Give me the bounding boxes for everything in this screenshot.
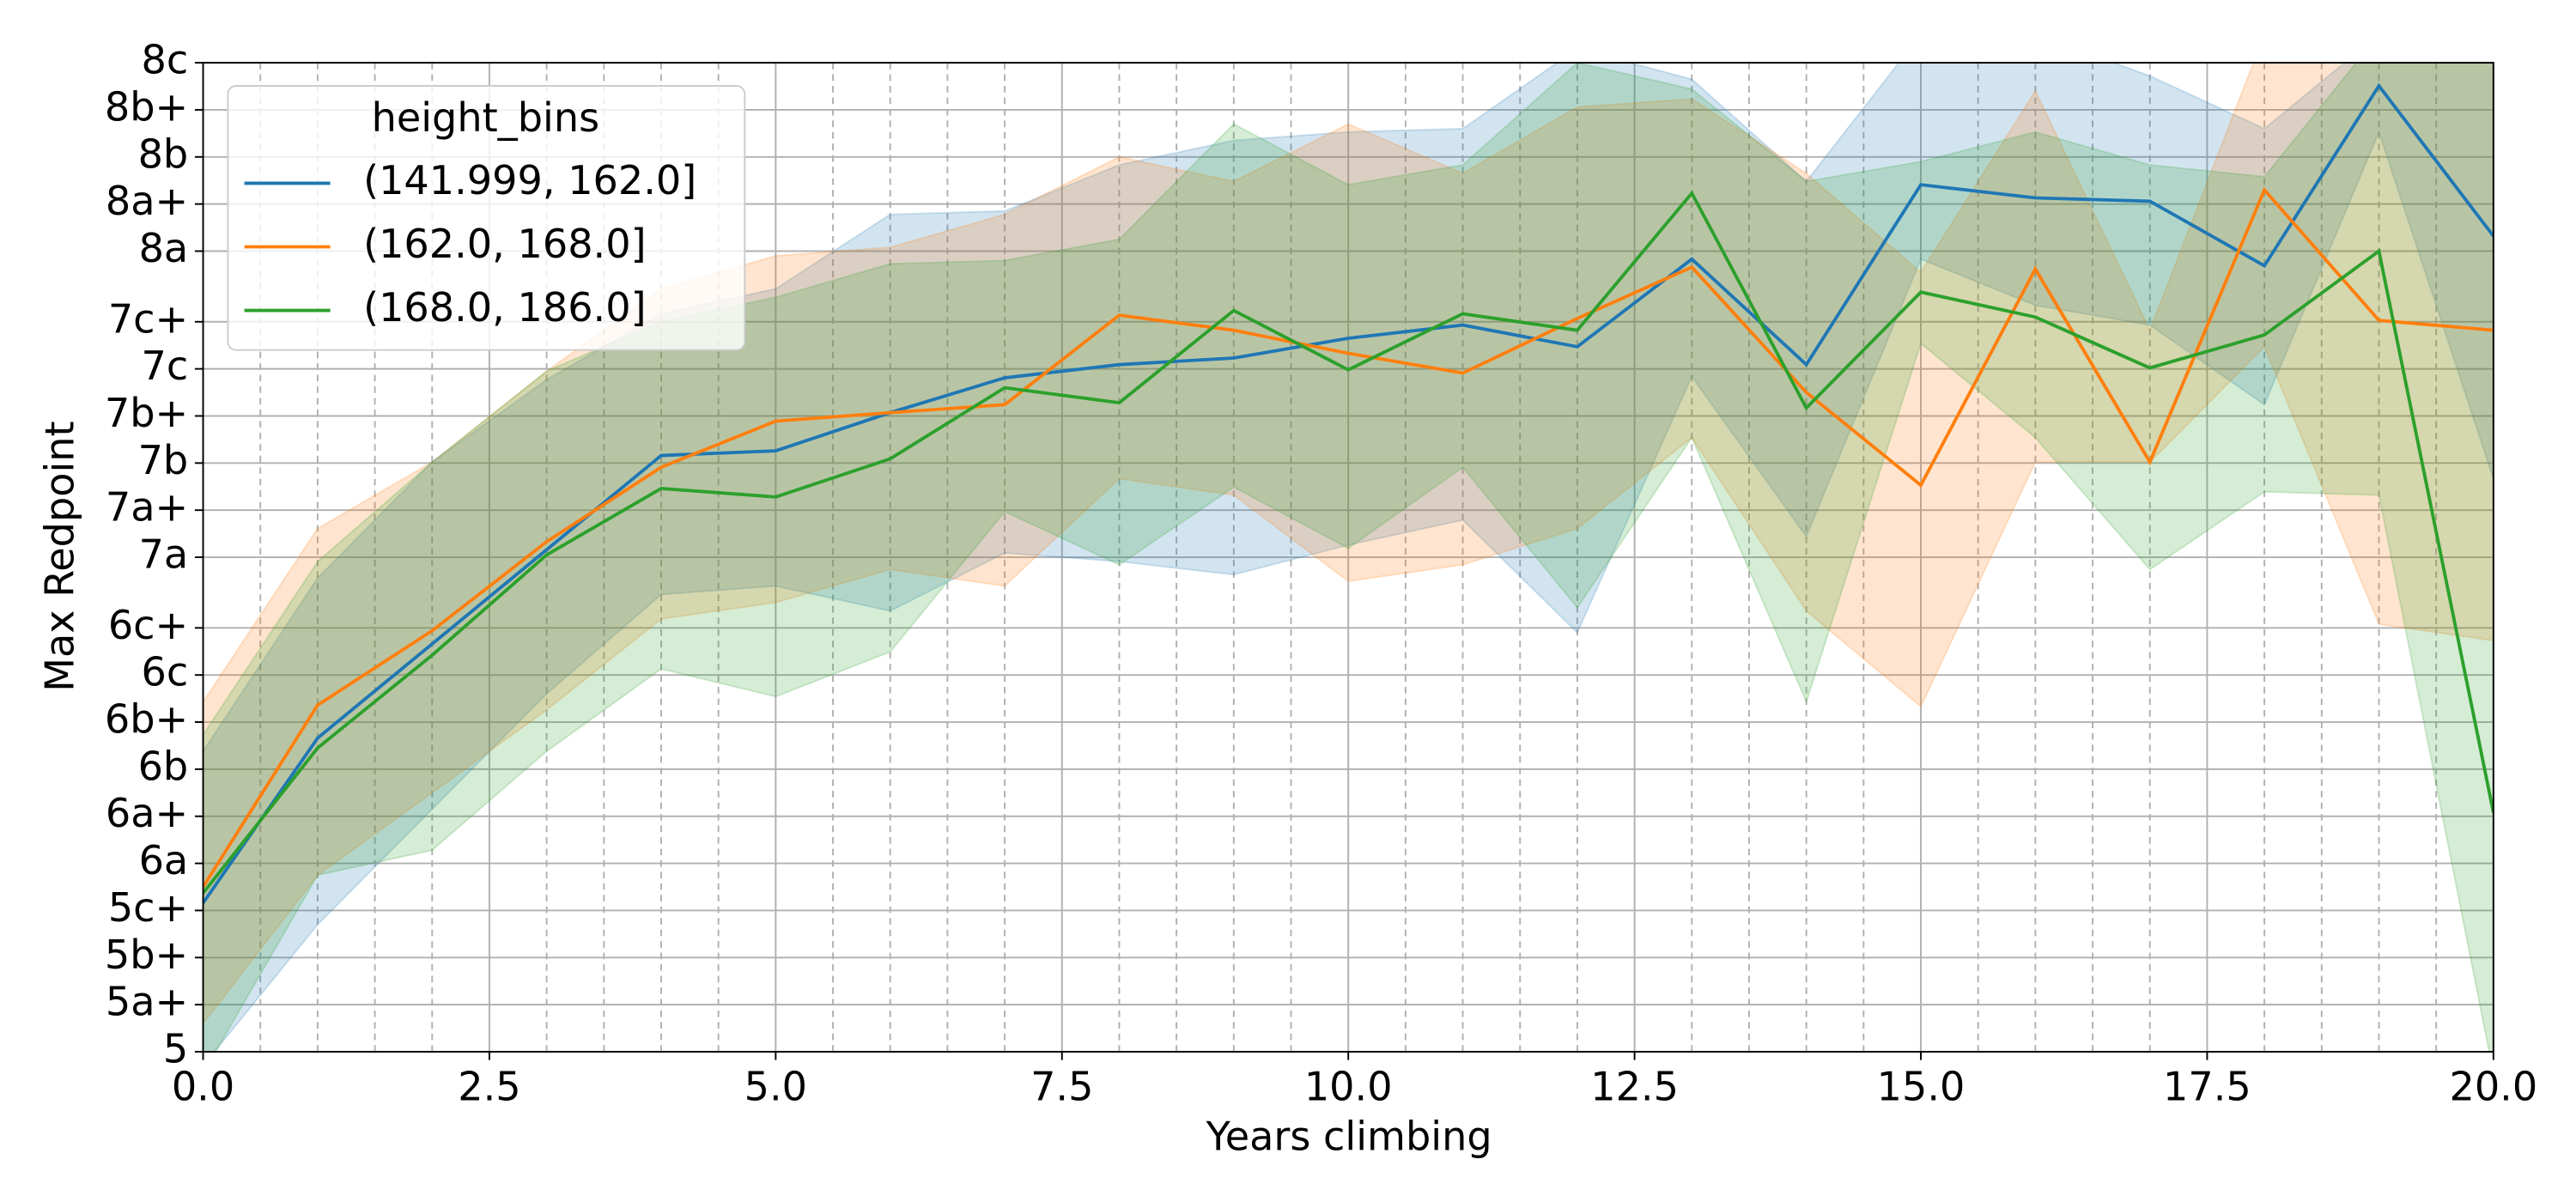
x-tick-label: 12.5 [1590, 1064, 1679, 1110]
y-tick-label: 5c+ [108, 884, 188, 931]
y-tick-label: 8b+ [105, 83, 188, 130]
y-tick-label: 6c+ [108, 602, 188, 648]
legend: height_bins (141.999, 162.0] (162.0, 168.… [227, 85, 746, 351]
legend-label: (168.0, 186.0] [363, 284, 647, 331]
series-line [203, 190, 2494, 895]
x-tick-label: 10.0 [1304, 1064, 1393, 1110]
y-tick-label: 7a+ [106, 484, 188, 531]
confidence-band [203, 63, 2494, 1025]
y-tick-label: 8b [138, 131, 189, 177]
y-tick-label: 8a [139, 225, 189, 271]
y-tick-label: 7b [138, 437, 189, 483]
legend-label: (141.999, 162.0] [363, 157, 696, 203]
y-tick-label: 5b+ [105, 932, 188, 978]
x-tick-label: 0.0 [172, 1064, 234, 1110]
x-tick-label: 20.0 [2449, 1064, 2537, 1110]
legend-title: height_bins [372, 94, 600, 141]
x-tick-label: 5.0 [744, 1064, 807, 1110]
x-tick-label: 17.5 [2163, 1064, 2251, 1110]
y-tick-label: 6b [138, 743, 189, 789]
y-tick-label: 7c [141, 343, 188, 389]
y-tick-label: 6a [139, 837, 189, 883]
y-tick-label: 7a [139, 531, 189, 578]
x-tick-label: 2.5 [458, 1064, 520, 1110]
legend-label: (162.0, 168.0] [363, 221, 647, 267]
y-tick-label: 8a+ [106, 178, 188, 224]
y-tick-label: 6b+ [105, 696, 188, 743]
y-tick-label: 5 [163, 1026, 188, 1072]
y-tick-label: 7b+ [105, 390, 188, 436]
y-tick-label: 6a+ [106, 790, 188, 836]
x-tick-label: 7.5 [1030, 1064, 1093, 1110]
y-tick-label: 8c [141, 37, 188, 83]
confidence-band [203, 63, 2494, 1052]
y-axis-label: Max Redpoint [37, 421, 83, 691]
plot-area [203, 63, 2494, 1052]
y-tick-label: 6c [141, 649, 188, 695]
x-tick-label: 15.0 [1877, 1064, 1965, 1110]
y-tick-label: 5a+ [106, 979, 188, 1025]
x-axis-label: Years climbing [1206, 1113, 1492, 1159]
y-tick-label: 7c+ [108, 295, 188, 342]
series-line [203, 186, 2494, 889]
confidence-band [203, 63, 2494, 1052]
legend-box [227, 85, 746, 351]
axes: 0.0 2.5 5.0 7.5 10.0 12.5 15.0 17.5 20.0 55a+5b+5… [105, 37, 2537, 1110]
